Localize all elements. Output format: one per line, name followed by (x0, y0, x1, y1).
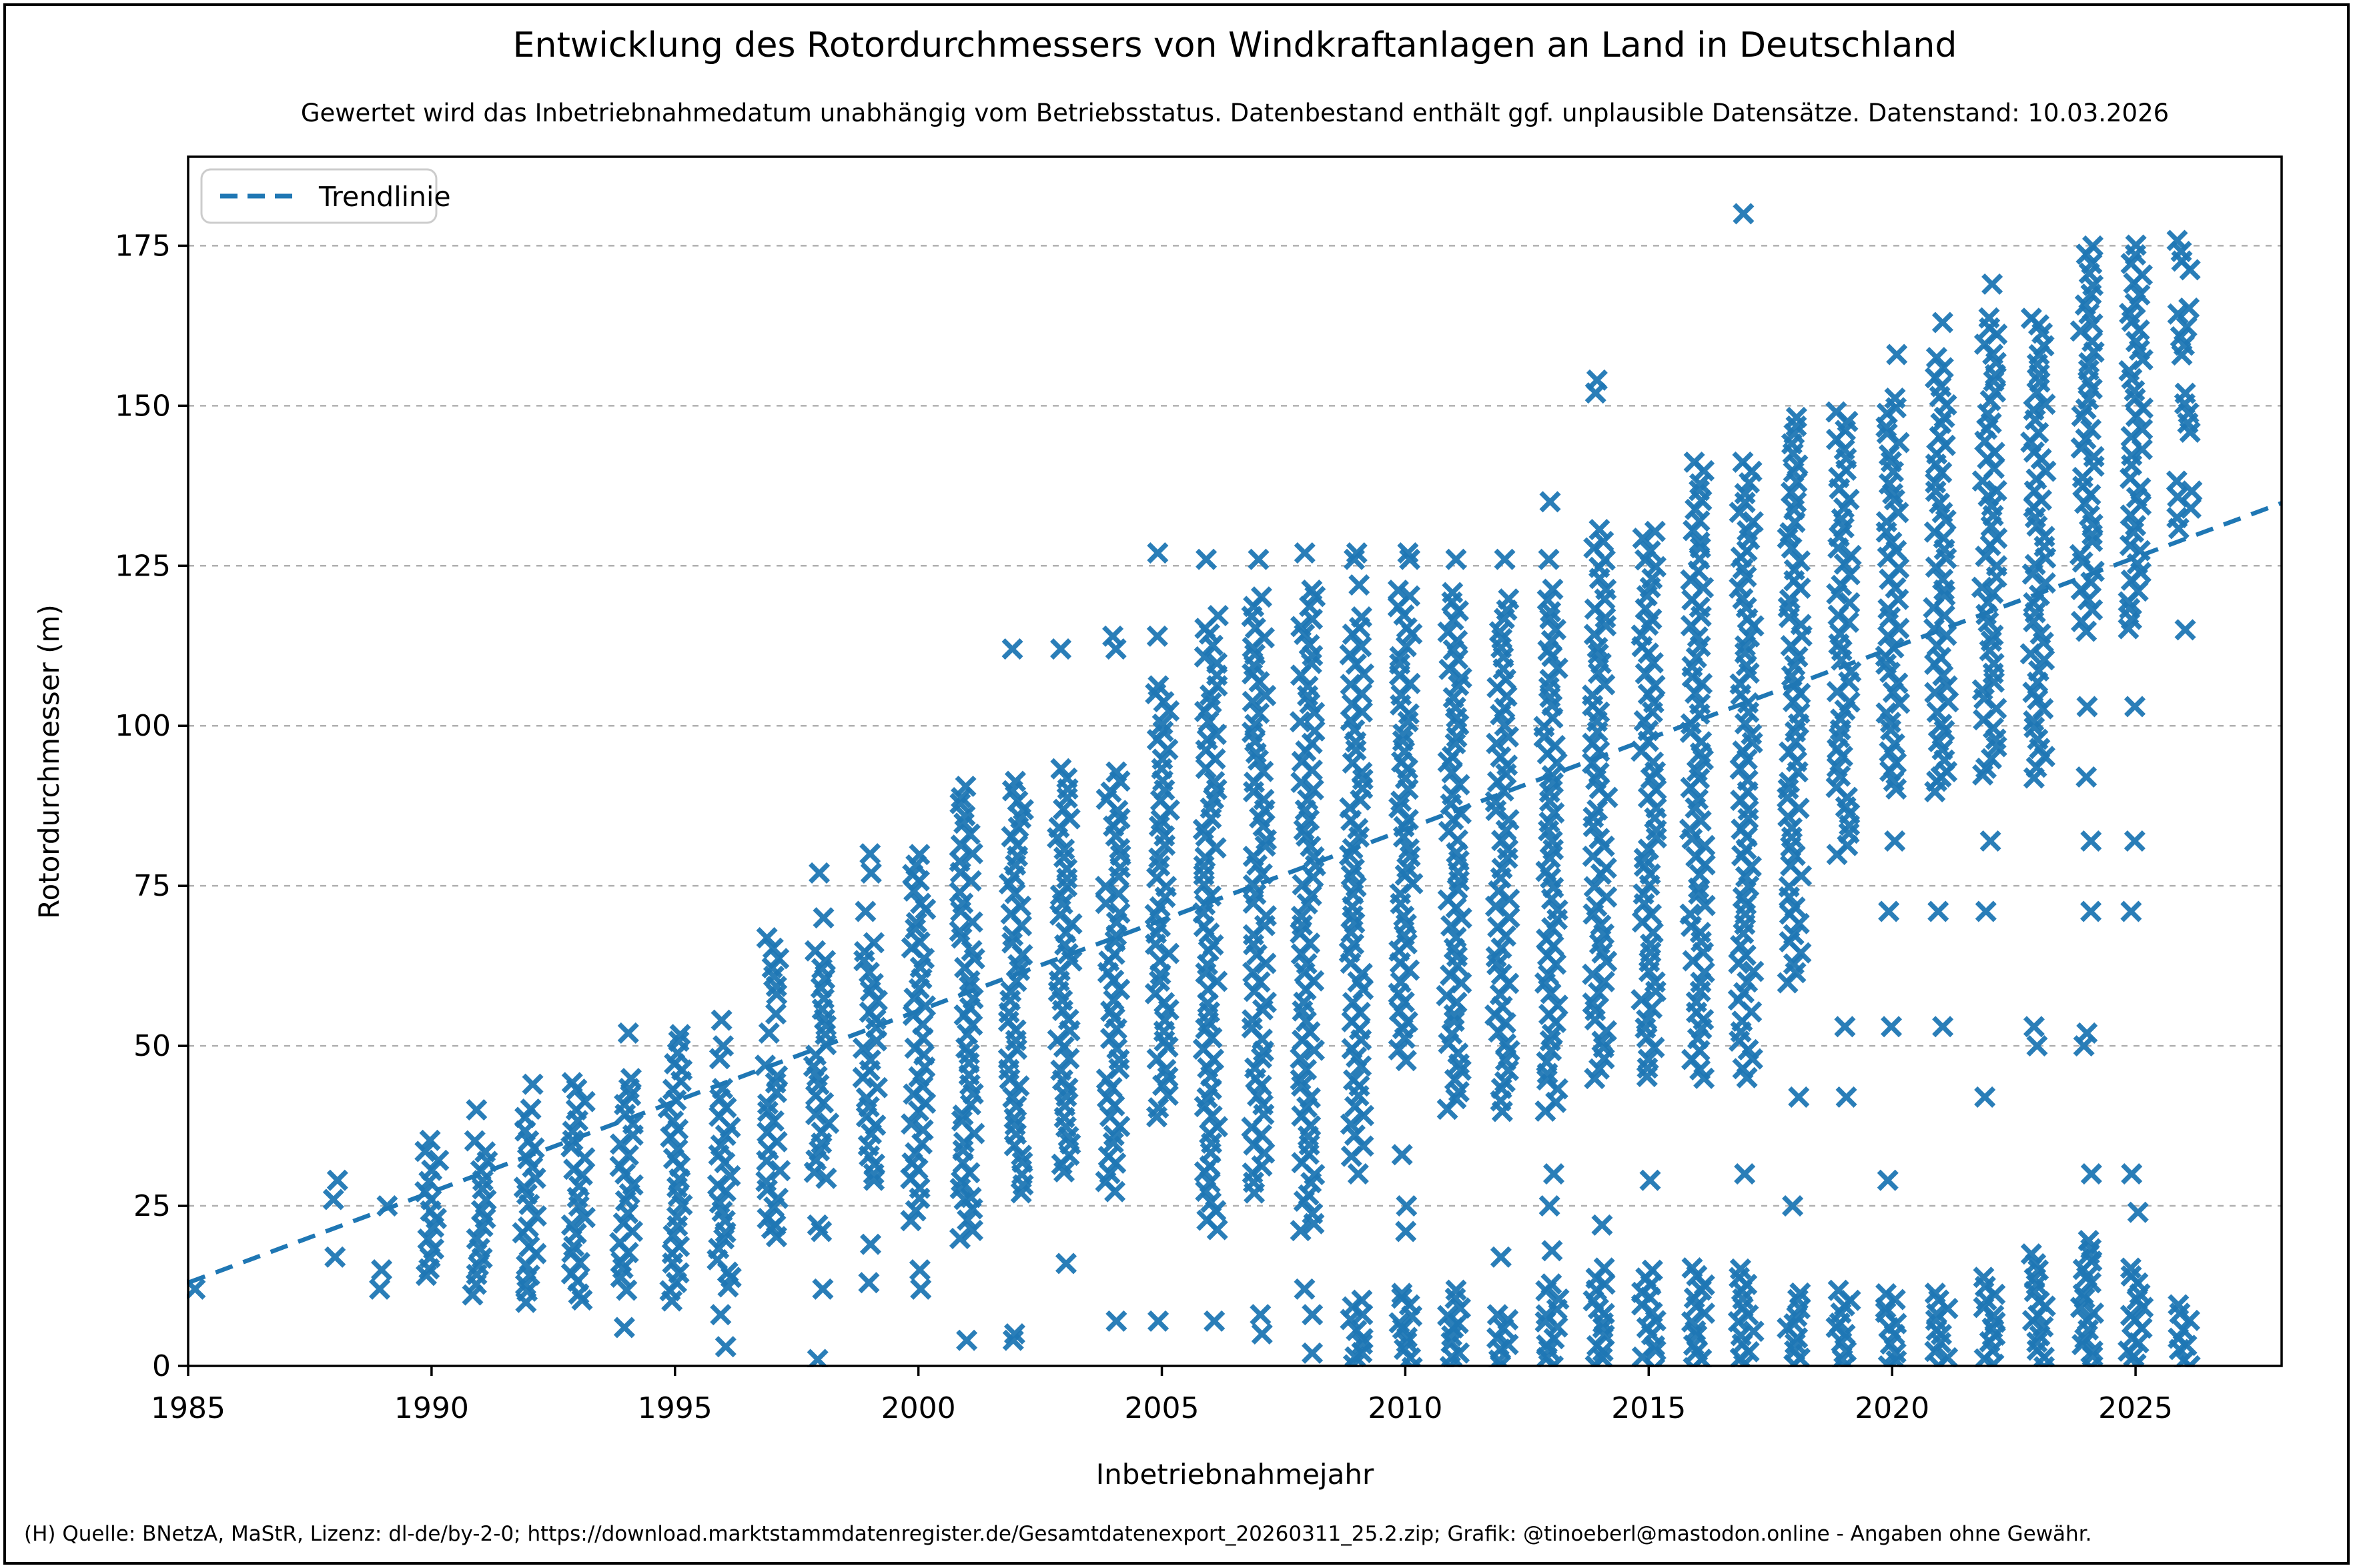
source-footer: (H) Quelle: BNetzA, MaStR, Lizenz: dl-de… (24, 1522, 2092, 1546)
svg-text:2000: 2000 (881, 1391, 956, 1425)
svg-text:150: 150 (115, 389, 171, 423)
axis-tick-labels: 1985 1990 1995 2000 2005 2010 2015 2020 2025 0 25 5… (115, 229, 2173, 1425)
scatter-markers (187, 203, 2203, 1367)
x-axis-label: Inbetriebnahmejahr (1096, 1458, 1374, 1491)
svg-text:0: 0 (152, 1349, 171, 1383)
figure-border (3, 3, 2350, 1565)
trendline (187, 501, 2283, 1285)
svg-text:2010: 2010 (1368, 1391, 1442, 1425)
gridlines (188, 245, 2282, 1207)
svg-text:75: 75 (133, 869, 171, 903)
axis-ticks (178, 244, 2137, 1376)
chart-title: Entwicklung des Rotordurchmessers von Wi… (512, 25, 1957, 65)
svg-text:2025: 2025 (2098, 1391, 2173, 1425)
svg-text:25: 25 (133, 1189, 171, 1223)
legend: Trendlinie (200, 168, 451, 224)
svg-text:1985: 1985 (151, 1391, 225, 1425)
y-axis-label: Rotordurchmesser (m) (33, 604, 65, 919)
legend-box (200, 168, 438, 224)
svg-text:1990: 1990 (394, 1391, 469, 1425)
svg-text:125: 125 (115, 549, 171, 583)
svg-text:2005: 2005 (1125, 1391, 1200, 1425)
svg-text:175: 175 (115, 229, 171, 263)
legend-label: Trendlinie (318, 181, 451, 213)
svg-text:2020: 2020 (1855, 1391, 1929, 1425)
svg-text:1995: 1995 (638, 1391, 713, 1425)
chart-subtitle: Gewertet wird das Inbetriebnahmedatum un… (300, 99, 2170, 127)
svg-text:100: 100 (115, 709, 171, 743)
svg-text:2015: 2015 (1611, 1391, 1686, 1425)
axes-spines (187, 155, 2283, 1367)
svg-text:50: 50 (133, 1029, 171, 1063)
